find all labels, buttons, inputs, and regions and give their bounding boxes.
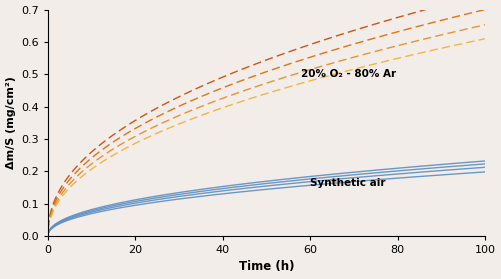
Y-axis label: Δm/S (mg/cm²): Δm/S (mg/cm²) [6,76,16,169]
Text: Synthetic air: Synthetic air [310,178,386,188]
Text: 20% O₂ - 80% Ar: 20% O₂ - 80% Ar [302,69,396,80]
X-axis label: Time (h): Time (h) [238,260,294,273]
